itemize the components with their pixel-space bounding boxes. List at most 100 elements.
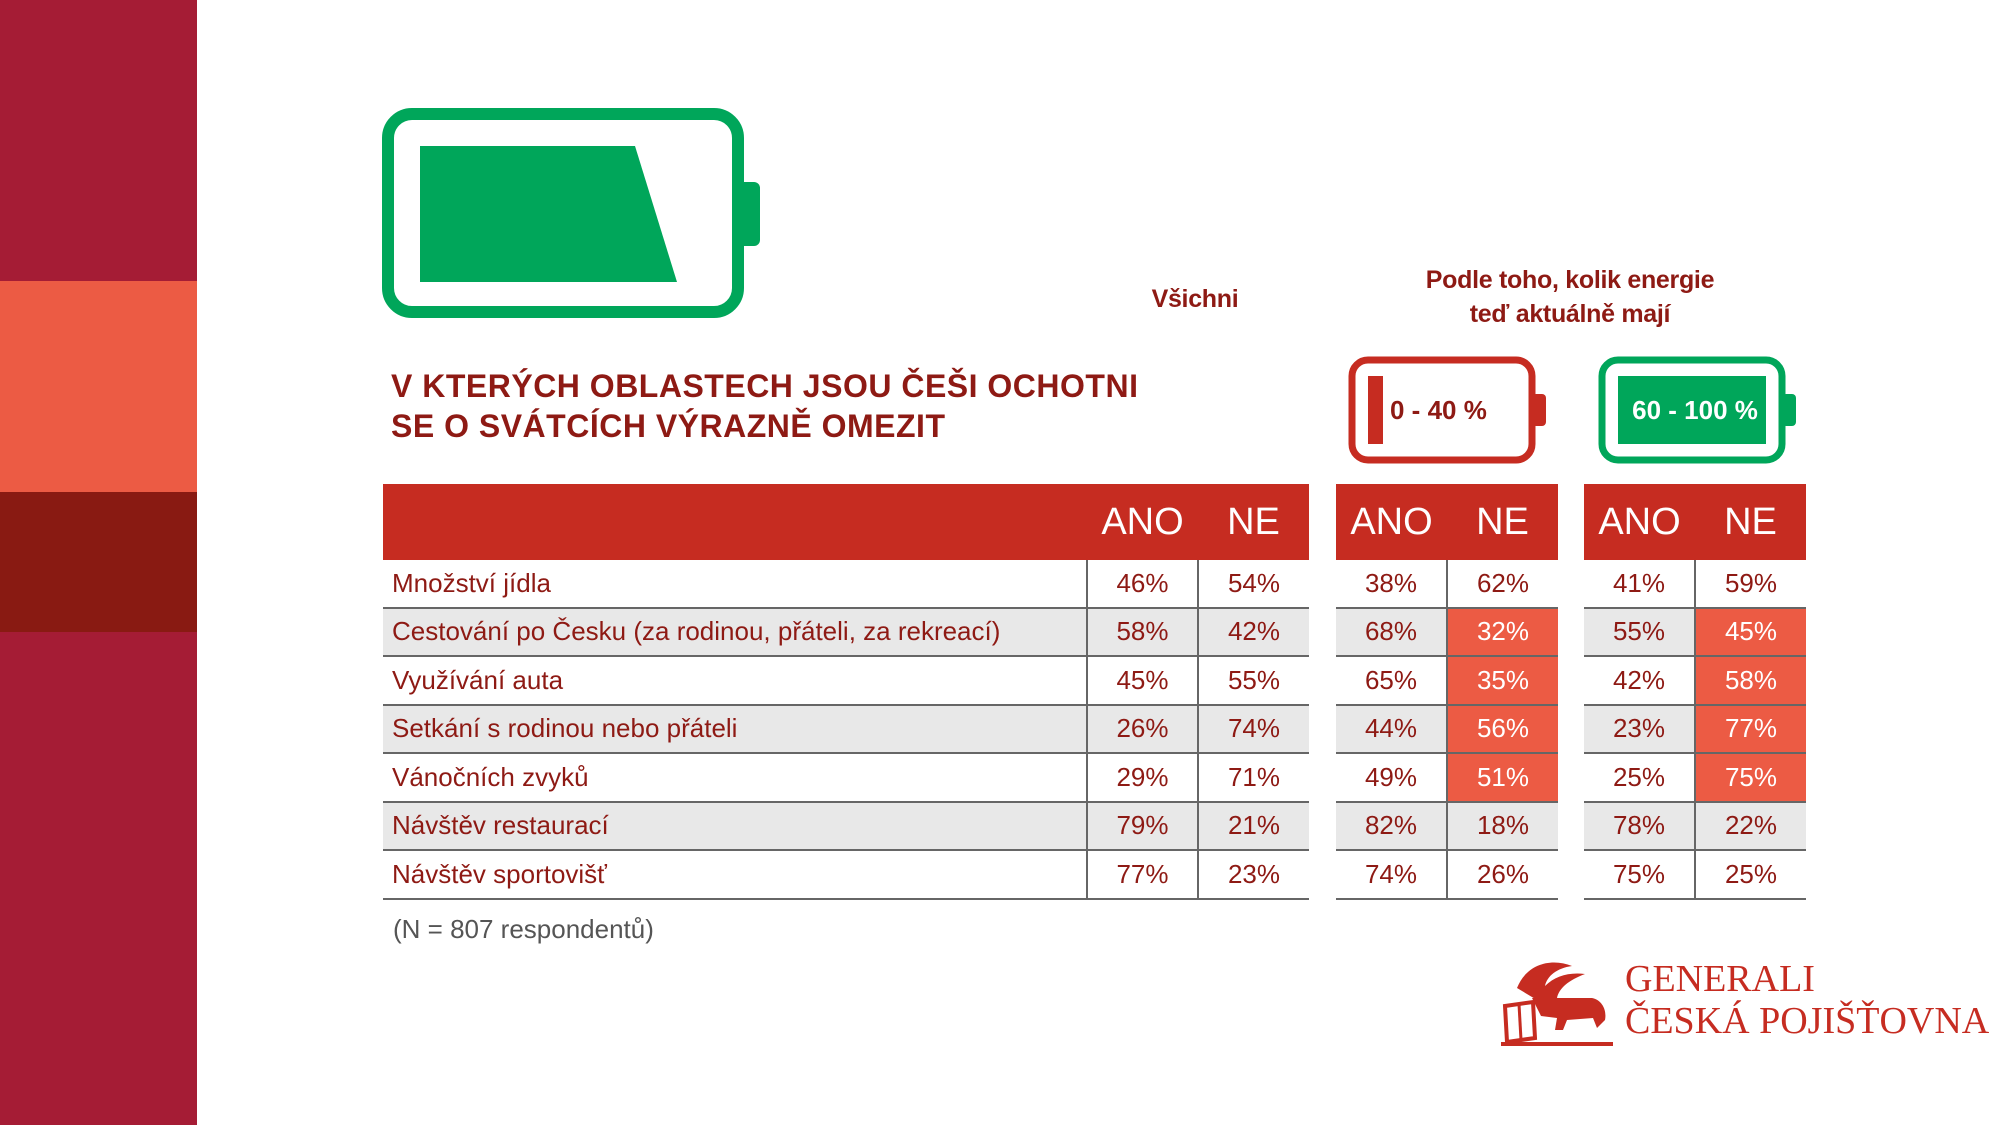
battery-low-label: 0 - 40 % bbox=[1390, 395, 1487, 425]
value-cell: 74% bbox=[1336, 850, 1448, 900]
table-row: 38% 62% bbox=[1336, 560, 1558, 609]
row-label: Návštěv restaurací bbox=[383, 801, 1088, 851]
value-cell: 68% bbox=[1336, 607, 1448, 657]
footnote: (N = 807 respondentů) bbox=[393, 914, 654, 944]
value-cell: 38% bbox=[1336, 560, 1448, 609]
battery-low-icon bbox=[1348, 356, 1546, 464]
value-cell: 78% bbox=[1584, 801, 1696, 851]
value-cell: 55% bbox=[1198, 656, 1309, 706]
table-row: Množství jídla 46% 54% bbox=[383, 560, 1309, 609]
value-cell: 44% bbox=[1336, 704, 1448, 754]
table-row: 25% 75% bbox=[1584, 753, 1806, 803]
value-cell: 26% bbox=[1447, 850, 1558, 900]
sidebar-decoration bbox=[0, 0, 197, 1125]
row-label: Využívání auta bbox=[383, 656, 1088, 706]
header-ne: NE bbox=[1198, 484, 1309, 560]
header-line: teď aktuálně mají bbox=[1469, 300, 1671, 328]
logo-line: GENERALI bbox=[1625, 958, 1815, 1000]
value-cell: 77% bbox=[1695, 704, 1806, 754]
table-row: 55% 45% bbox=[1584, 607, 1806, 657]
battery-high-label: 60 - 100 % bbox=[1632, 395, 1758, 425]
battery-high-icon bbox=[1598, 356, 1796, 464]
table-low-energy: ANO NE 38% 62% 68% 32% 65% 35% 44% 56% 49% 51… bbox=[1336, 484, 1558, 900]
table-row: Využívání auta 45% 55% bbox=[383, 656, 1309, 706]
table-row: Návštěv sportovišť 77% 23% bbox=[383, 850, 1309, 900]
battery-high: 60 - 100 % bbox=[1598, 356, 1803, 464]
value-cell: 59% bbox=[1695, 560, 1806, 609]
value-cell: 45% bbox=[1087, 656, 1199, 706]
value-cell: 82% bbox=[1336, 801, 1448, 851]
value-cell: 56% bbox=[1447, 704, 1558, 754]
table-row: Cestování po Česku (za rodinou, přáteli,… bbox=[383, 607, 1309, 657]
value-cell: 35% bbox=[1447, 656, 1558, 706]
column-header-by-energy: Podle toho, kolik energie teď aktuálně m… bbox=[1380, 263, 1760, 331]
value-cell: 55% bbox=[1584, 607, 1696, 657]
header-ano: ANO bbox=[1087, 484, 1198, 560]
logo-line: ČESKÁ POJIŠŤOVNA bbox=[1625, 1000, 1990, 1042]
value-cell: 51% bbox=[1447, 753, 1558, 803]
battery-low: 0 - 40 % bbox=[1348, 356, 1553, 464]
column-header-all: Všichni bbox=[1151, 285, 1239, 313]
sidebar-band-coral bbox=[0, 281, 197, 492]
value-cell: 79% bbox=[1087, 801, 1199, 851]
value-cell: 75% bbox=[1695, 753, 1806, 803]
header-line: Podle toho, kolik energie bbox=[1425, 266, 1715, 294]
table-row: 65% 35% bbox=[1336, 656, 1558, 706]
row-label: Setkání s rodinou nebo přáteli bbox=[383, 704, 1088, 754]
value-cell: 23% bbox=[1198, 850, 1309, 900]
value-cell: 32% bbox=[1447, 607, 1558, 657]
sidebar-band-dark bbox=[0, 492, 197, 632]
header-cell-blank bbox=[383, 484, 1087, 560]
value-cell: 45% bbox=[1695, 607, 1806, 657]
value-cell: 25% bbox=[1695, 850, 1806, 900]
value-cell: 25% bbox=[1584, 753, 1696, 803]
table-high-energy: ANO NE 41% 59% 55% 45% 42% 58% 23% 77% 25% 75… bbox=[1584, 484, 1806, 900]
value-cell: 23% bbox=[1584, 704, 1696, 754]
value-cell: 22% bbox=[1695, 801, 1806, 851]
value-cell: 71% bbox=[1198, 753, 1309, 803]
battery-icon bbox=[382, 108, 760, 318]
header-ne: NE bbox=[1447, 484, 1558, 560]
table-row: 82% 18% bbox=[1336, 801, 1558, 851]
value-cell: 42% bbox=[1584, 656, 1696, 706]
value-cell: 46% bbox=[1087, 560, 1199, 609]
table-row: Návštěv restaurací 79% 21% bbox=[383, 801, 1309, 851]
title-line: V KTERÝCH OBLASTECH JSOU ČEŠI OCHOTNI bbox=[391, 368, 1139, 404]
value-cell: 21% bbox=[1198, 801, 1309, 851]
value-cell: 49% bbox=[1336, 753, 1448, 803]
header-ano: ANO bbox=[1336, 484, 1447, 560]
page-title: V KTERÝCH OBLASTECH JSOU ČEŠI OCHOTNI SE… bbox=[391, 366, 1138, 446]
value-cell: 18% bbox=[1447, 801, 1558, 851]
value-cell: 26% bbox=[1087, 704, 1199, 754]
table-row: 44% 56% bbox=[1336, 704, 1558, 754]
value-cell: 74% bbox=[1198, 704, 1309, 754]
table-row: 49% 51% bbox=[1336, 753, 1558, 803]
table-row: Vánočních zvyků 29% 71% bbox=[383, 753, 1309, 803]
logo-text: GENERALI ČESKÁ POJIŠŤOVNA bbox=[1625, 958, 1989, 1042]
row-label: Vánočních zvyků bbox=[383, 753, 1088, 803]
value-cell: 58% bbox=[1087, 607, 1199, 657]
value-cell: 62% bbox=[1447, 560, 1558, 609]
value-cell: 77% bbox=[1087, 850, 1199, 900]
table-row: 75% 25% bbox=[1584, 850, 1806, 900]
table-all: ANO NE Množství jídla 46% 54% Cestování po… bbox=[383, 484, 1309, 900]
value-cell: 54% bbox=[1198, 560, 1309, 609]
row-label: Návštěv sportovišť bbox=[383, 850, 1088, 900]
value-cell: 75% bbox=[1584, 850, 1696, 900]
generali-logo: GENERALI ČESKÁ POJIŠŤOVNA bbox=[1497, 958, 1989, 1048]
value-cell: 58% bbox=[1695, 656, 1806, 706]
table-row: 41% 59% bbox=[1584, 560, 1806, 609]
row-label: Množství jídla bbox=[383, 560, 1088, 609]
table-row: 78% 22% bbox=[1584, 801, 1806, 851]
table-row: Setkání s rodinou nebo přáteli 26% 74% bbox=[383, 704, 1309, 754]
value-cell: 65% bbox=[1336, 656, 1448, 706]
row-label: Cestování po Česku (za rodinou, přáteli,… bbox=[383, 607, 1088, 657]
value-cell: 29% bbox=[1087, 753, 1199, 803]
header-ano: ANO bbox=[1584, 484, 1695, 560]
title-line: SE O SVÁTCÍCH VÝRAZNĚ OMEZIT bbox=[391, 408, 946, 444]
value-cell: 42% bbox=[1198, 607, 1309, 657]
table-row: 74% 26% bbox=[1336, 850, 1558, 900]
table-row: 23% 77% bbox=[1584, 704, 1806, 754]
lion-icon bbox=[1501, 962, 1613, 1046]
header-ne: NE bbox=[1695, 484, 1806, 560]
